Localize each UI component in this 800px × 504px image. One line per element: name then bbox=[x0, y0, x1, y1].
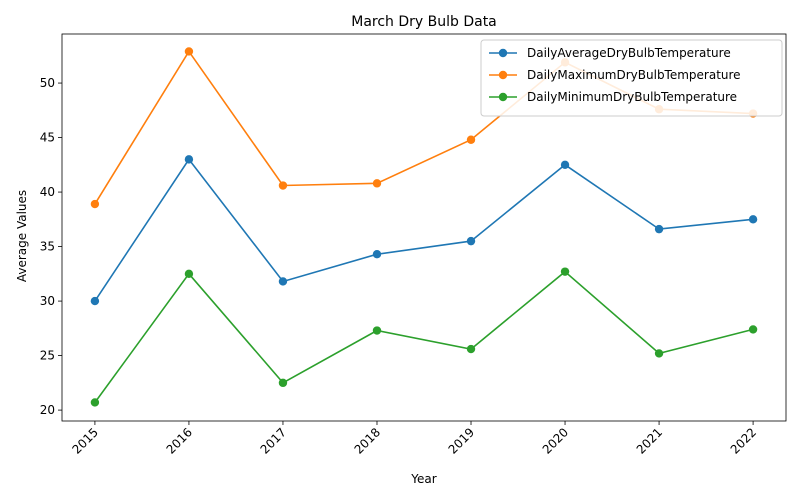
x-tick-label: 2015 bbox=[70, 425, 101, 456]
data-point bbox=[560, 160, 570, 170]
y-tick-label: 45 bbox=[40, 131, 55, 145]
data-point bbox=[90, 296, 100, 306]
series-1 bbox=[90, 155, 758, 306]
series-3 bbox=[90, 267, 758, 407]
y-tick-label: 50 bbox=[40, 76, 55, 90]
data-point bbox=[278, 277, 288, 286]
data-point bbox=[748, 325, 758, 334]
legend-label: DailyAverageDryBulbTemperature bbox=[527, 46, 731, 60]
x-tick-label: 2017 bbox=[258, 425, 289, 456]
legend-item: DailyAverageDryBulbTemperature bbox=[489, 46, 731, 60]
data-point bbox=[466, 135, 476, 144]
data-point bbox=[184, 47, 194, 56]
data-point bbox=[560, 267, 570, 276]
chart-title: March Dry Bulb Data bbox=[351, 14, 497, 30]
legend-box bbox=[480, 39, 783, 117]
plot-frame bbox=[61, 33, 787, 422]
legend-swatch-marker bbox=[498, 48, 508, 58]
y-tick-label: 40 bbox=[40, 185, 55, 199]
legend-swatch-marker bbox=[498, 92, 508, 102]
y-tick-label: 30 bbox=[40, 294, 55, 308]
data-point bbox=[466, 344, 476, 354]
data-point bbox=[278, 378, 288, 388]
data-point bbox=[278, 181, 288, 190]
data-point bbox=[748, 215, 758, 224]
data-point bbox=[654, 224, 664, 234]
data-point bbox=[372, 250, 382, 259]
series-line bbox=[94, 270, 754, 403]
legend-item: DailyMaximumDryBulbTemperature bbox=[489, 68, 741, 82]
data-point bbox=[654, 349, 664, 358]
legend-swatch-marker bbox=[498, 70, 508, 80]
x-tick-label: 2019 bbox=[446, 425, 477, 456]
y-tick-label: 20 bbox=[40, 403, 55, 417]
legend-label: DailyMinimumDryBulbTemperature bbox=[527, 90, 737, 104]
y-tick-label: 25 bbox=[40, 349, 55, 363]
data-point bbox=[90, 398, 100, 407]
x-tick-label: 2016 bbox=[164, 425, 195, 456]
legend-item: DailyMinimumDryBulbTemperature bbox=[489, 90, 737, 104]
data-point bbox=[184, 155, 194, 164]
data-point bbox=[466, 236, 476, 246]
x-tick-label: 2018 bbox=[352, 425, 383, 456]
data-point bbox=[184, 269, 194, 279]
y-axis-title: Average Values bbox=[15, 190, 29, 282]
data-point bbox=[372, 326, 382, 335]
x-axis-title: Year bbox=[410, 472, 436, 486]
x-tick-label: 2022 bbox=[728, 425, 759, 456]
series-line bbox=[94, 158, 754, 302]
x-tick-label: 2021 bbox=[634, 425, 665, 456]
y-tick-label: 35 bbox=[40, 240, 55, 254]
data-point bbox=[90, 199, 100, 209]
x-tick-label: 2020 bbox=[540, 425, 571, 456]
legend: DailyAverageDryBulbTemperature DailyMaxim… bbox=[480, 39, 783, 117]
legend-label: DailyMaximumDryBulbTemperature bbox=[527, 68, 741, 82]
data-point bbox=[372, 179, 382, 188]
